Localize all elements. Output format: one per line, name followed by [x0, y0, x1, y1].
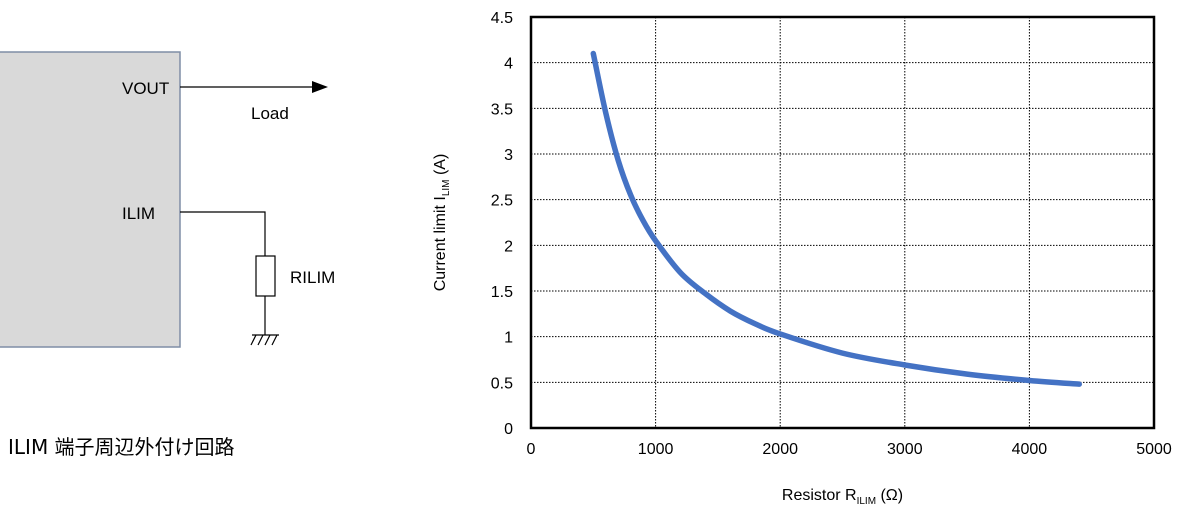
y-axis-label-main: Current limit I: [432, 196, 449, 291]
ilim-circuit-diagram: VOUT Load ILIM RILIM: [0, 51, 335, 348]
series-layer: [590, 50, 1082, 387]
y-tick-label: 1: [504, 330, 513, 347]
x-tick-labels: 0 1000 2000 3000 4000 5000: [527, 441, 1172, 458]
x-axis-label-sub: ILIM: [857, 496, 876, 507]
x-axis-label-suffix: (Ω): [876, 487, 903, 504]
vout-pin-label: VOUT: [122, 79, 169, 98]
grid-lines: [531, 17, 1154, 428]
y-tick-label: 4.5: [491, 10, 513, 27]
circuit-caption: ILIM 端子周辺外付け回路: [8, 435, 235, 459]
ic-block: [0, 51, 181, 348]
y-axis-label-sub: LIM: [441, 179, 452, 196]
y-tick-label: 2: [504, 238, 513, 255]
x-tick-label: 2000: [762, 441, 798, 458]
y-tick-label: 0.5: [491, 375, 513, 392]
plot-frame: [529, 15, 1156, 430]
y-tick-label: 3.5: [491, 101, 513, 118]
y-tick-label: 4: [504, 56, 513, 73]
x-axis-label: Resistor RILIM (Ω): [782, 487, 903, 507]
y-axis-label-suffix: (A): [432, 154, 449, 180]
y-tick-label: 3: [504, 147, 513, 164]
y-tick-labels: 0 0.5 1 1.5 2 2.5 3 3.5 4 4.5: [491, 10, 513, 438]
load-arrow-icon: [312, 81, 328, 93]
x-axis-label-main: Resistor R: [782, 487, 857, 504]
rilim-label: RILIM: [290, 268, 335, 287]
y-tick-label: 1.5: [491, 284, 513, 301]
x-tick-label: 5000: [1136, 441, 1172, 458]
x-tick-label: 3000: [887, 441, 923, 458]
ilim-pin-label: ILIM: [122, 204, 155, 223]
x-tick-label: 4000: [1012, 441, 1048, 458]
x-tick-label: 0: [527, 441, 536, 458]
current-limit-series-line: [590, 50, 1082, 387]
x-tick-label: 1000: [638, 441, 674, 458]
y-tick-label: 0: [504, 421, 513, 438]
y-tick-label: 2.5: [491, 193, 513, 210]
load-label: Load: [251, 104, 289, 123]
ilim-wire: [180, 211, 266, 256]
ground-icon: [250, 334, 279, 346]
y-axis-label: Current limit ILIM (A): [432, 154, 452, 292]
